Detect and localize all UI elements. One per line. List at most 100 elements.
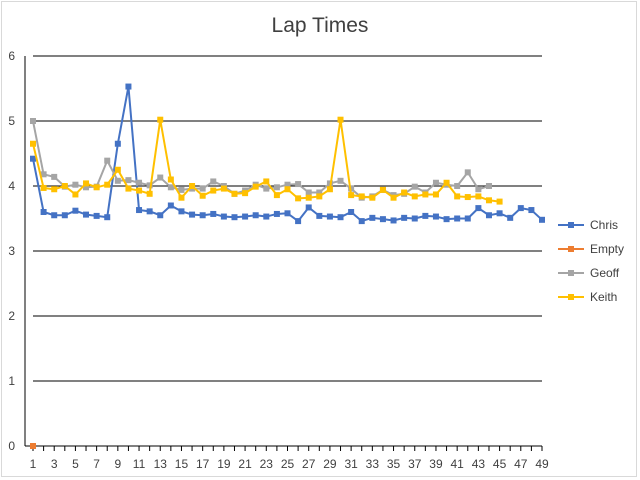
x-tick-label: 21 xyxy=(238,457,252,471)
y-tick-label: 4 xyxy=(8,179,15,193)
data-point xyxy=(40,209,47,215)
data-point xyxy=(189,211,196,218)
data-point xyxy=(284,181,291,188)
x-tick-label: 47 xyxy=(514,457,528,471)
data-point xyxy=(136,187,143,194)
data-point xyxy=(337,177,344,184)
data-point xyxy=(496,198,503,205)
x-tick-label: 29 xyxy=(323,457,337,471)
legend-marker xyxy=(568,294,574,300)
data-point xyxy=(263,178,270,185)
data-point xyxy=(337,214,344,221)
data-point xyxy=(273,184,280,191)
data-point xyxy=(104,214,111,221)
data-point xyxy=(390,217,397,224)
data-point xyxy=(146,190,153,197)
data-point xyxy=(220,213,227,220)
data-point xyxy=(263,185,270,192)
data-point xyxy=(220,185,227,192)
x-tick-label: 11 xyxy=(133,457,146,471)
data-point xyxy=(305,194,312,201)
x-tick-label: 1 xyxy=(30,457,37,471)
x-tick-label: 49 xyxy=(535,457,549,471)
data-point xyxy=(284,186,291,193)
data-point xyxy=(146,208,153,215)
data-point xyxy=(40,184,47,191)
data-point xyxy=(422,212,429,219)
data-point xyxy=(464,215,471,222)
data-point xyxy=(295,218,302,225)
data-point xyxy=(475,193,482,200)
data-point xyxy=(210,178,217,185)
series-chris xyxy=(30,83,545,225)
legend-item-chris: Chris xyxy=(558,218,618,232)
data-point xyxy=(93,212,100,219)
x-tick-label: 3 xyxy=(51,457,58,471)
legend-item-empty: Empty xyxy=(558,242,624,256)
x-tick-label: 19 xyxy=(217,457,231,471)
data-point xyxy=(432,191,439,198)
data-point xyxy=(475,186,482,193)
data-point xyxy=(167,184,174,191)
data-point xyxy=(316,193,323,200)
data-point xyxy=(199,212,206,219)
data-point xyxy=(475,205,482,212)
x-tick-label: 25 xyxy=(281,457,295,471)
data-point xyxy=(93,184,100,191)
data-point xyxy=(61,212,68,219)
data-point xyxy=(199,192,206,199)
data-point xyxy=(454,215,461,222)
x-axis: 1 3 5 7 9 11 13 15 17 19 21 23 25 27 29 31 33 35 37 39 41 43 4… xyxy=(25,445,549,471)
data-point xyxy=(210,210,217,217)
data-point xyxy=(454,183,461,189)
x-tick-label: 23 xyxy=(260,457,274,471)
data-point xyxy=(72,191,79,198)
data-point xyxy=(358,218,365,225)
data-point xyxy=(379,216,386,223)
data-point xyxy=(358,193,365,200)
legend-label: Geoff xyxy=(590,266,620,280)
data-point xyxy=(146,182,153,189)
x-tick-label: 27 xyxy=(302,457,316,471)
data-point xyxy=(295,181,302,188)
data-point xyxy=(125,83,132,90)
data-point xyxy=(231,190,238,197)
data-point xyxy=(326,213,333,220)
data-point xyxy=(114,177,121,184)
data-point xyxy=(411,215,418,222)
x-tick-label: 7 xyxy=(93,457,100,471)
x-tick-label: 13 xyxy=(154,457,168,471)
data-point xyxy=(517,205,524,212)
x-tick-label: 15 xyxy=(175,457,189,471)
x-tick-label: 9 xyxy=(114,457,121,471)
data-point xyxy=(443,179,450,186)
data-point xyxy=(136,179,143,186)
y-tick-label: 1 xyxy=(8,374,15,388)
gridlines xyxy=(33,55,542,382)
data-point xyxy=(167,176,174,183)
data-point xyxy=(411,193,418,200)
data-point xyxy=(432,213,439,220)
data-point xyxy=(273,210,280,217)
data-point xyxy=(30,140,36,147)
data-point xyxy=(401,189,408,196)
data-point xyxy=(326,186,333,193)
x-tick-label: 31 xyxy=(344,457,358,471)
data-point xyxy=(316,189,323,196)
data-point xyxy=(432,179,439,186)
data-point xyxy=(30,118,36,124)
data-point xyxy=(305,204,312,211)
y-tick-label: 2 xyxy=(8,309,15,323)
data-point xyxy=(337,116,344,123)
legend-label: Empty xyxy=(590,242,624,256)
legend-item-keith: Keith xyxy=(558,290,617,304)
y-tick-label: 5 xyxy=(8,114,15,128)
data-point xyxy=(401,214,408,221)
data-point xyxy=(390,194,397,201)
data-point xyxy=(40,171,47,178)
data-point xyxy=(178,208,185,215)
data-point xyxy=(83,184,90,191)
series-line-chris xyxy=(32,85,543,223)
legend-marker xyxy=(568,246,574,252)
